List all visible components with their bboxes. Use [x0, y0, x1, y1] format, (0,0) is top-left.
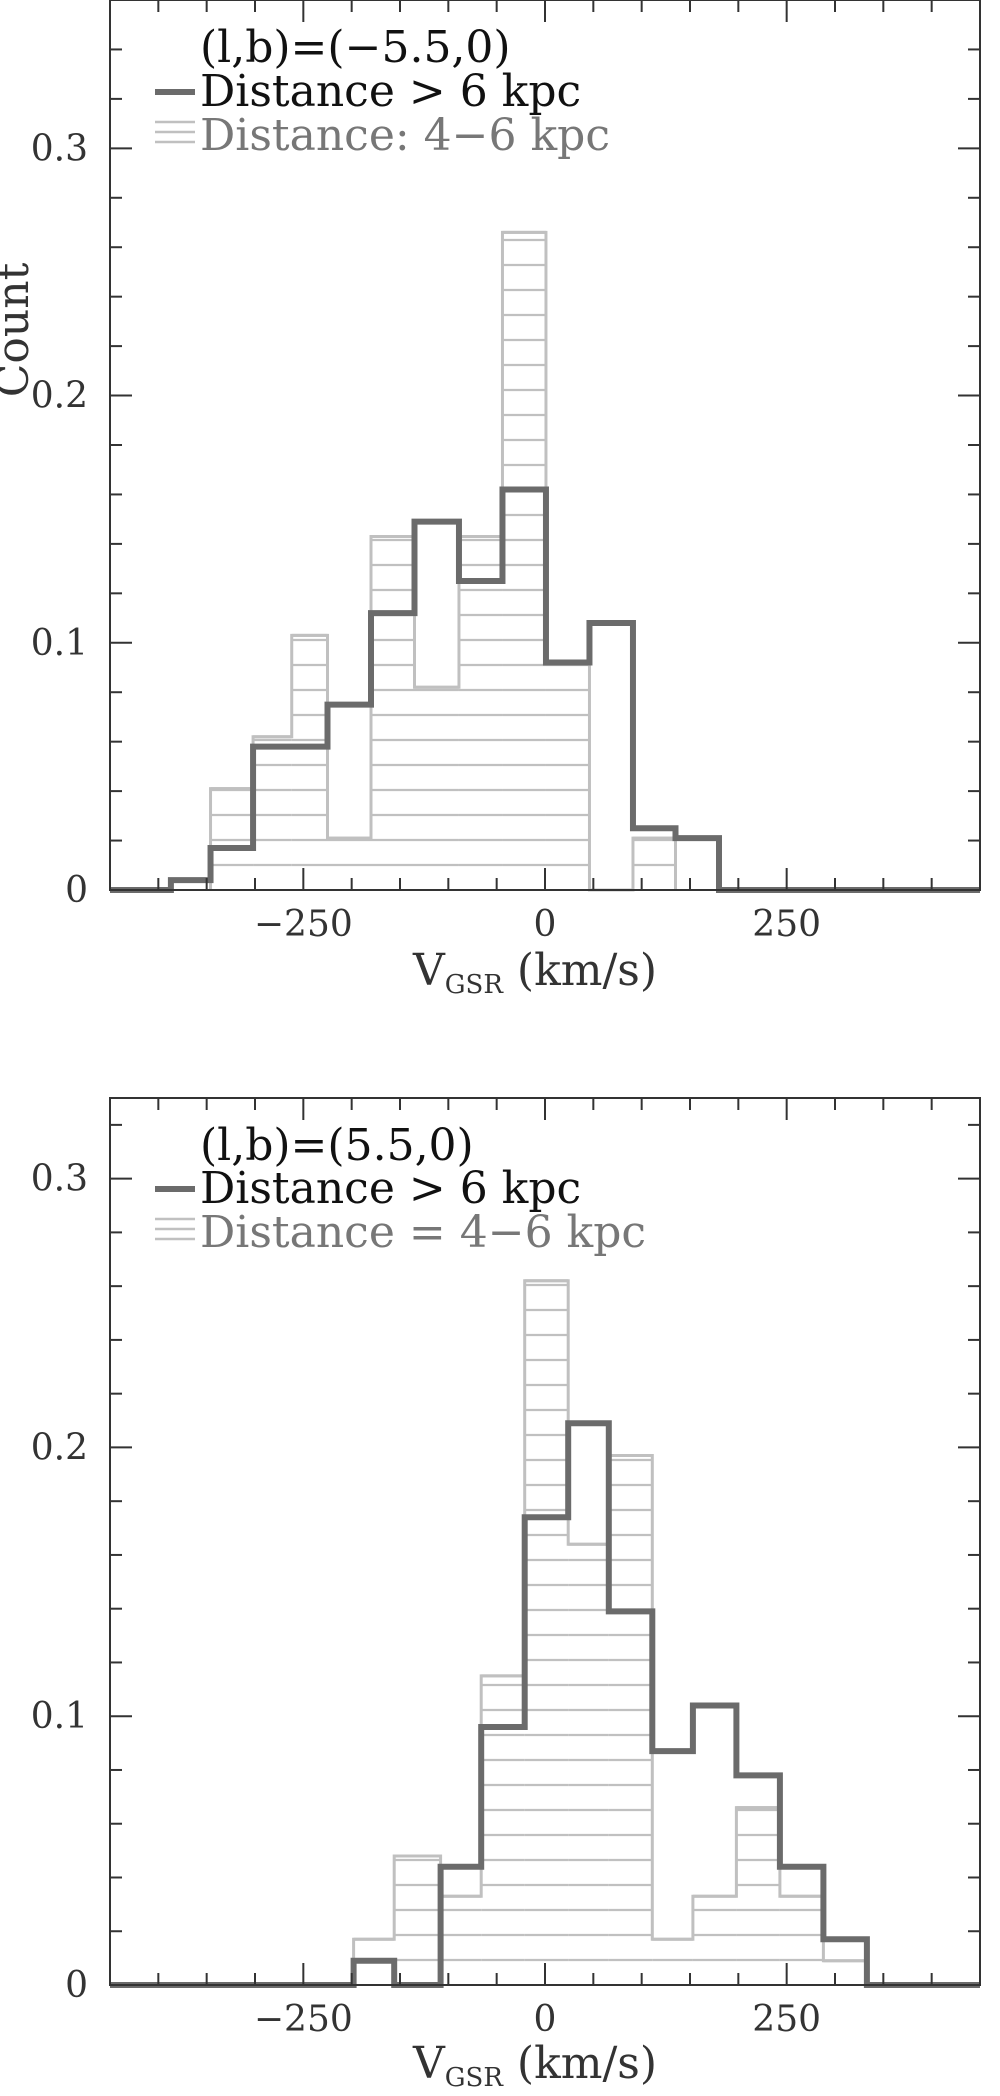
y-tick-label: 0 — [65, 1965, 88, 2006]
y-tick-label: 0.3 — [31, 128, 88, 169]
hatched-bin — [568, 1542, 609, 1962]
y-tick-label: 0.3 — [31, 1159, 88, 1200]
hatched-bin — [692, 1894, 737, 1962]
y-tick-label: 0.1 — [31, 1696, 88, 1737]
axis-ticks — [109, 0, 981, 891]
hatched-bin — [652, 1937, 693, 1962]
legend-label-gt6kpc: Distance > 6 kpc — [200, 66, 581, 117]
y-tick-label: 0 — [65, 870, 88, 911]
hatched-bin — [210, 787, 254, 867]
hatched-bin — [371, 534, 415, 867]
hatched-bin — [502, 230, 546, 867]
step-line — [110, 1420, 980, 1988]
y-tick-label: 0.2 — [31, 376, 88, 417]
x-tick-label: 250 — [752, 1999, 821, 2040]
hatched-bin — [440, 1894, 482, 1962]
x-tick-label: 250 — [752, 904, 821, 945]
x-tick-label: −250 — [254, 904, 353, 945]
y-tick-label: 0.1 — [31, 623, 88, 664]
tick-labels: −250 0 250 0 0.1 0.2 0.3 — [31, 1159, 821, 2040]
hatched-bin — [458, 534, 503, 867]
legend-label-4-6kpc: Distance: 4−6 kpc — [200, 110, 610, 161]
x-axis-label: VGSR (km/s) — [412, 2038, 657, 2093]
hatched-histogram-4-6kpc — [352, 1279, 869, 1985]
axis-ticks — [109, 1098, 981, 1986]
legend-swatch-4-6kpc — [155, 120, 195, 144]
x-axis-label: VGSR (km/s) — [412, 945, 657, 1000]
x-tick-label: 0 — [534, 1999, 557, 2040]
hatched-bin — [545, 661, 590, 867]
y-tick-label: 0.2 — [31, 1427, 88, 1468]
x-tick-label: 0 — [534, 904, 557, 945]
hatched-bin — [736, 1806, 780, 1962]
y-axis-label: Count — [0, 262, 39, 397]
hatched-outline — [209, 230, 677, 892]
hatched-bin — [253, 735, 292, 867]
x-tick-label: −250 — [254, 1999, 353, 2040]
legend-title: (l,b)=(5.5,0) — [200, 1120, 474, 1171]
hatched-outline — [352, 1279, 869, 1985]
tick-labels: −250 0 250 0 0.1 0.2 0.3 — [31, 128, 821, 945]
hatched-bin — [779, 1894, 824, 1962]
legend-label-gt6kpc: Distance > 6 kpc — [200, 1163, 581, 1214]
legend: (l,b)=(5.5,0) Distance > 6 kpc Distance … — [155, 1120, 646, 1258]
hatched-bin — [327, 836, 371, 867]
step-line — [110, 486, 980, 893]
legend: (l,b)=(−5.5,0) Distance > 6 kpc Distance… — [155, 22, 610, 161]
legend-title: (l,b)=(−5.5,0) — [200, 22, 511, 73]
legend-swatch-4-6kpc — [155, 1217, 195, 1241]
hatched-bin — [414, 685, 459, 867]
hatched-bin — [608, 1453, 653, 1962]
hatched-bin — [524, 1279, 569, 1962]
hatched-bin — [353, 1937, 395, 1962]
hatched-bin — [481, 1674, 525, 1962]
hatched-bin — [394, 1854, 441, 1962]
hatched-bin — [291, 633, 328, 867]
hatched-bin — [632, 836, 676, 867]
thick-histogram-gt6kpc — [110, 486, 980, 893]
bottom-histogram-panel: −250 0 250 0 0.1 0.2 0.3 VGSR (km/s) (l,b)=(5.5… — [31, 1097, 981, 2093]
top-histogram-panel: −250 0 250 0 0.1 0.2 0.3 VGSR (km/s) Count (l,b… — [0, 0, 981, 1000]
legend-label-4-6kpc: Distance = 4−6 kpc — [200, 1207, 646, 1258]
thick-histogram-gt6kpc — [110, 1420, 980, 1988]
hatched-histogram-4-6kpc — [209, 230, 677, 892]
